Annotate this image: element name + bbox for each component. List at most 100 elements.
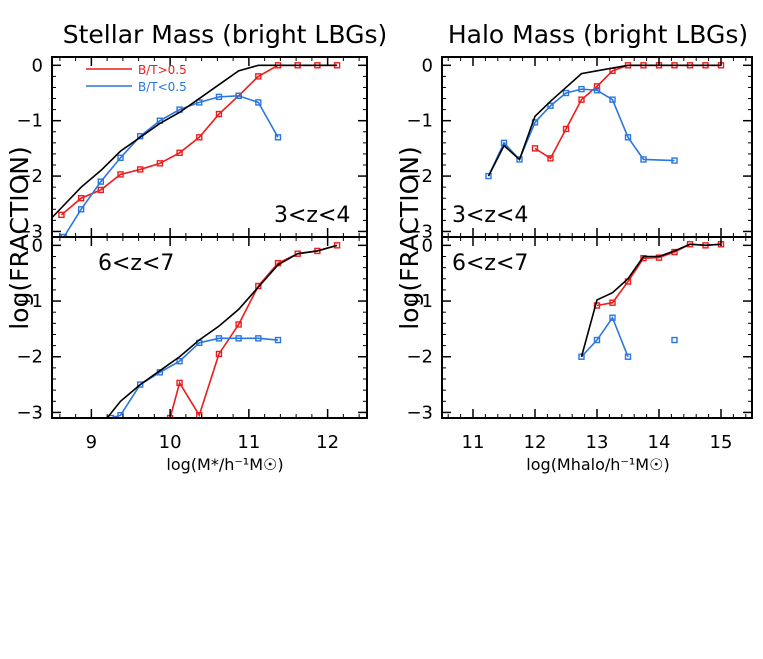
right-xtick-label: 11 — [462, 432, 485, 453]
legend: B/T>0.5 B/T<0.5 — [86, 63, 187, 94]
left-bottom-bt-lt-point — [235, 335, 242, 342]
right-top-bt-gt-point — [562, 125, 570, 133]
right-bottom-ytick-label: −2 — [406, 347, 433, 368]
right-top-bt-gt-line — [534, 64, 721, 160]
left-top-series-group — [52, 62, 341, 237]
left-ylabel: log(FRACTION) — [5, 146, 34, 330]
right-top-bt-lt-point — [516, 156, 523, 163]
left-bottom-bt-gt-point — [235, 321, 242, 328]
right-bottom-bt-gt-point — [640, 254, 647, 262]
right-top-bt-lt-point — [671, 157, 678, 164]
left-xlabel-text: log(M*/h⁻¹M☉) — [166, 455, 283, 474]
left-top-ytick-label: −2 — [16, 166, 43, 187]
left-bottom-bt-gt-line — [169, 244, 338, 418]
right-top-all-line — [487, 64, 721, 177]
left-bottom-ytick-label: −2 — [16, 347, 43, 368]
right-top-zlabel: 3<z<4 — [452, 203, 528, 228]
right-bottom-bt-gt-point — [655, 254, 663, 261]
right-bottom-bt-lt-point — [609, 314, 616, 321]
left-xlabel: log(M*/h⁻¹M☉) — [166, 455, 283, 474]
right-bottom-bt-gt-point — [609, 299, 616, 306]
right-bottom-panel: 0 −1 −2 −3 11 12 13 14 15 — [406, 235, 753, 453]
right-bottom-ytick-label: −1 — [406, 291, 433, 312]
left-top-bt-lt-point — [215, 93, 223, 101]
left-top-bt-lt-point — [274, 134, 282, 141]
right-xtick-label: 13 — [586, 432, 609, 453]
left-bottom-all-line — [106, 244, 338, 418]
right-top-series-group — [485, 62, 725, 180]
right-top-bt-lt-point — [609, 96, 616, 103]
left-xtick-label: 12 — [316, 432, 339, 453]
right-bottom-bt-gt-point — [593, 302, 601, 309]
left-bottom-frame — [51, 236, 368, 419]
right-top-ytick-label: −1 — [406, 111, 433, 132]
right-top-bt-lt-point — [640, 156, 647, 163]
left-bottom-ytick-label: 0 — [32, 235, 43, 256]
left-top-bt-gt-point — [58, 211, 65, 219]
right-bottom-series-group — [578, 241, 725, 360]
left-top-bt-gt-point — [156, 160, 164, 167]
left-bottom-bt-lt-point — [107, 414, 115, 418]
left-top-bt-gt-point — [117, 171, 124, 178]
left-top-bt-gt-point — [196, 134, 203, 141]
left-bottom-bt-gt-point — [255, 282, 262, 290]
right-ylabel: log(FRACTION) — [395, 146, 424, 330]
left-bottom-zlabel: 6<z<7 — [98, 251, 174, 276]
right-xtick-label: 15 — [710, 432, 733, 453]
left-top-bt-lt-point — [60, 233, 68, 237]
left-top-bt-gt-point — [176, 149, 183, 157]
left-xtick-label: 9 — [86, 432, 97, 453]
right-top-bt-lt-point — [624, 134, 632, 141]
left-top-bt-lt-point — [117, 154, 124, 162]
left-bottom-bt-lt-point — [215, 335, 223, 342]
right-top-bt-lt-point — [562, 89, 570, 97]
left-xtick-label: 10 — [159, 432, 182, 453]
right-bottom-zlabel: 6<z<7 — [452, 251, 528, 276]
left-top-bt-gt-point — [255, 73, 262, 80]
left-top-bt-gt-point — [97, 186, 105, 194]
right-xtick-label: 12 — [524, 432, 547, 453]
left-top-bt-gt-point — [77, 195, 85, 202]
left-top-ytick-label: −1 — [16, 111, 43, 132]
left-bottom-bt-gt-point — [176, 379, 183, 387]
left-top-bt-gt-point — [136, 166, 144, 173]
right-top-bt-lt-point — [578, 85, 585, 93]
legend-blue-label: B/T<0.5 — [138, 80, 187, 94]
left-bottom-ytick-label: −1 — [16, 291, 43, 312]
left-top-bt-gt-point — [215, 110, 223, 118]
right-top-bt-lt-point — [485, 172, 492, 180]
left-top-bt-lt-point — [77, 206, 85, 213]
left-bottom-bt-lt-point — [176, 357, 183, 365]
right-bottom-bt-lt-point — [671, 336, 678, 344]
right-top-ytick-label: 0 — [422, 55, 433, 76]
left-title: Stellar Mass (bright LBGs) — [63, 20, 387, 49]
right-xlabel: log(Mhalo/h⁻¹M☉) — [526, 455, 669, 474]
left-top-all-line — [52, 64, 338, 219]
right-bottom-bt-gt-line — [596, 243, 722, 307]
left-bottom-ytick-label: −3 — [16, 402, 43, 423]
right-xlabel-text: log(Mhalo/h⁻¹M☉) — [526, 455, 669, 474]
right-title: Halo Mass (bright LBGs) — [448, 20, 748, 49]
left-top-bt-lt-line — [63, 94, 279, 237]
right-top-ytick-label: −2 — [406, 166, 433, 187]
right-top-bt-gt-point — [578, 96, 585, 103]
right-top-bt-gt-point — [593, 83, 601, 90]
left-bottom-panel: 0 −1 −2 −3 9 10 11 12 — [16, 235, 368, 453]
right-bottom-all-line — [580, 243, 722, 357]
right-bottom-ytick-label: −3 — [406, 402, 433, 423]
left-top-bt-lt-point — [235, 92, 242, 99]
right-bottom-ytick-label: 0 — [422, 235, 433, 256]
right-top-bt-lt-point — [593, 87, 601, 94]
left-top-zlabel: 3<z<4 — [274, 203, 350, 228]
left-bottom-bt-lt-line — [110, 337, 279, 418]
left-bottom-bt-gt-point — [215, 350, 223, 358]
right-xtick-label: 14 — [648, 432, 671, 453]
left-top-bt-lt-point — [255, 99, 262, 106]
right-top-bt-gt-point — [531, 145, 539, 152]
left-top-bt-lt-point — [196, 99, 203, 106]
right-top-ytick-label: −3 — [406, 221, 433, 242]
right-bottom-bt-lt-line — [580, 316, 629, 358]
right-bottom-bt-lt-point — [593, 336, 601, 344]
right-top-bt-lt-point — [547, 102, 554, 109]
